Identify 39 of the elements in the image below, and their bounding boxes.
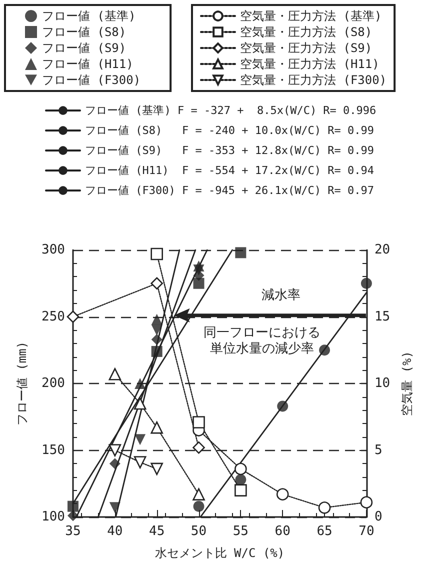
x-tick-label: 70 xyxy=(358,524,374,539)
legend-label: 空気量・圧力方法 (H11) xyxy=(240,57,380,71)
legend-label: フロー値 (F300) xyxy=(42,73,141,87)
legend-label: フロー値 (H11) xyxy=(42,57,134,71)
annotation: 同一フローにおける xyxy=(204,325,320,340)
x-tick-label: 45 xyxy=(149,524,165,539)
y-axis-title: フロー値 (mm) xyxy=(15,341,29,426)
y-tick-label: 100 xyxy=(42,510,65,524)
y2-tick-label: 15 xyxy=(374,309,390,324)
x-tick-label: 55 xyxy=(232,524,249,539)
y2-tick-label: 10 xyxy=(374,376,390,391)
y-tick-label: 250 xyxy=(42,309,65,324)
x-tick-label: 65 xyxy=(316,524,332,539)
legend-label: フロー値 (S9) xyxy=(42,41,126,55)
legend-label: フロー値 (S9) F = -353 + 12.8x(W/C) R= 0.99 xyxy=(85,144,374,157)
x-tick-label: 40 xyxy=(107,524,123,539)
y2-axis-title: 空気量 (%) xyxy=(400,351,414,416)
legend-label: フロー値 (基準) F = -327 + 8.5x(W/C) R= 0.996 xyxy=(85,104,376,117)
legend-label: 空気量・圧力方法 (S8) xyxy=(240,25,372,39)
annotation: 単位水量の減少率 xyxy=(210,340,314,356)
y-tick-label: 150 xyxy=(42,442,65,458)
y2-tick-label: 20 xyxy=(374,242,390,258)
legend-label: フロー値 (基準) xyxy=(42,9,136,23)
legend-label: フロー値 (S8) F = -240 + 10.0x(W/C) R= 0.99 xyxy=(85,124,374,137)
y-tick-label: 200 xyxy=(42,376,65,391)
legend-label: フロー値 (H11) F = -554 + 17.2x(W/C) R= 0.94 xyxy=(85,164,374,177)
x-tick-label: 35 xyxy=(65,524,81,539)
x-axis-title: 水セメント比 W/C (%) xyxy=(154,546,285,560)
y2-tick-label: 0 xyxy=(374,510,382,524)
legend-label: フロー値 (F300) F = -945 + 26.1x(W/C) R= 0.97 xyxy=(85,184,374,197)
legend-label: 空気量・圧力方法 (S9) xyxy=(240,41,372,55)
legend-label: 空気量・圧力方法 (F300) xyxy=(240,73,387,87)
y2-tick-label: 5 xyxy=(374,442,382,458)
x-tick-label: 60 xyxy=(274,524,290,539)
annotation: 減水率 xyxy=(261,286,300,303)
legend-label: 空気量・圧力方法 (基準) xyxy=(240,9,382,23)
y-tick-label: 300 xyxy=(42,242,65,258)
x-tick-label: 50 xyxy=(190,524,207,539)
legend-label: フロー値 (S8) xyxy=(42,25,126,39)
